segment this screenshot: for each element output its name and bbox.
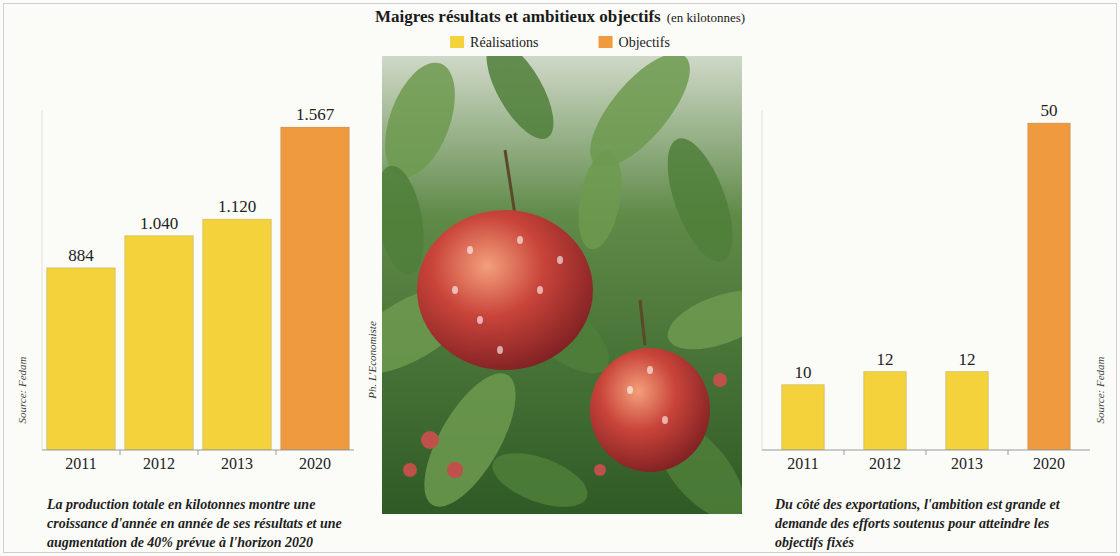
bar — [864, 372, 907, 450]
caption: croissance d'année en année de ses résul… — [47, 516, 342, 531]
x-tick-label: 2020 — [299, 455, 331, 472]
caption: objectifs fixés — [775, 535, 854, 550]
caption: La production totale en kilotonnes montr… — [46, 497, 315, 512]
photo — [334, 31, 780, 534]
chart: 884 1.040 1.120 1.567 2011 2012 2013 2020 Source… — [16, 105, 354, 550]
data-label: 1.567 — [296, 105, 335, 124]
photo-credit: Ph. L'Economiste — [366, 321, 378, 400]
data-label: 1.120 — [218, 197, 256, 216]
data-label: 1.040 — [140, 214, 178, 233]
bar — [203, 219, 272, 450]
x-tick-label: 2012 — [869, 455, 901, 472]
x-tick-label: 2011 — [787, 455, 818, 472]
bars — [47, 127, 350, 450]
legend-label: Objectifs — [619, 35, 670, 50]
caption: demande des efforts soutenus pour attein… — [775, 516, 1050, 531]
bar — [281, 127, 350, 450]
bar — [946, 372, 989, 450]
legend-swatch — [599, 36, 613, 48]
unit: (en kilotonnes) — [667, 10, 745, 25]
bar — [1028, 123, 1071, 450]
y-axis — [762, 110, 763, 450]
x-tick-label: 2012 — [143, 455, 175, 472]
x-tick-label: 2011 — [65, 455, 96, 472]
bar — [47, 268, 116, 450]
x-tick-divider — [926, 450, 927, 455]
bars — [782, 123, 1071, 450]
caption: Du côté des exportations, l'ambition est… — [774, 497, 1061, 512]
data-label: 12 — [877, 350, 894, 369]
caption: augmentation de 40% prévue à l'horizon 2… — [47, 535, 313, 550]
data-label: 884 — [68, 246, 94, 265]
chart: 10 12 12 50 2011 2012 2013 2020 Source: Fedam Du … — [762, 101, 1106, 550]
bar — [125, 236, 194, 450]
legend-label: Réalisations — [470, 35, 538, 50]
data-label: 10 — [795, 363, 812, 382]
legend-swatch — [450, 36, 464, 48]
data-label: 50 — [1041, 101, 1058, 120]
x-tick-divider — [844, 450, 845, 455]
frame — [4, 4, 1117, 553]
bar — [782, 385, 825, 450]
title: Maigres résultats et ambitieux objectifs — [375, 7, 661, 26]
legend: Réalisations Objectifs — [450, 35, 670, 50]
figure: Maigres résultats et ambitieux objectifs… — [0, 0, 1120, 556]
x-tick-label: 2013 — [951, 455, 983, 472]
data-label: 12 — [959, 350, 976, 369]
x-tick-divider — [276, 450, 277, 455]
background — [0, 0, 1120, 556]
x-tick-label: 2020 — [1033, 455, 1065, 472]
source: Source: Fedam — [16, 356, 28, 423]
x-tick-divider — [120, 450, 121, 455]
x-tick-divider — [1008, 450, 1009, 455]
source: Source: Fedam — [1094, 356, 1106, 423]
x-tick-label: 2013 — [221, 455, 253, 472]
y-axis — [42, 110, 43, 450]
x-tick-divider — [198, 450, 199, 455]
